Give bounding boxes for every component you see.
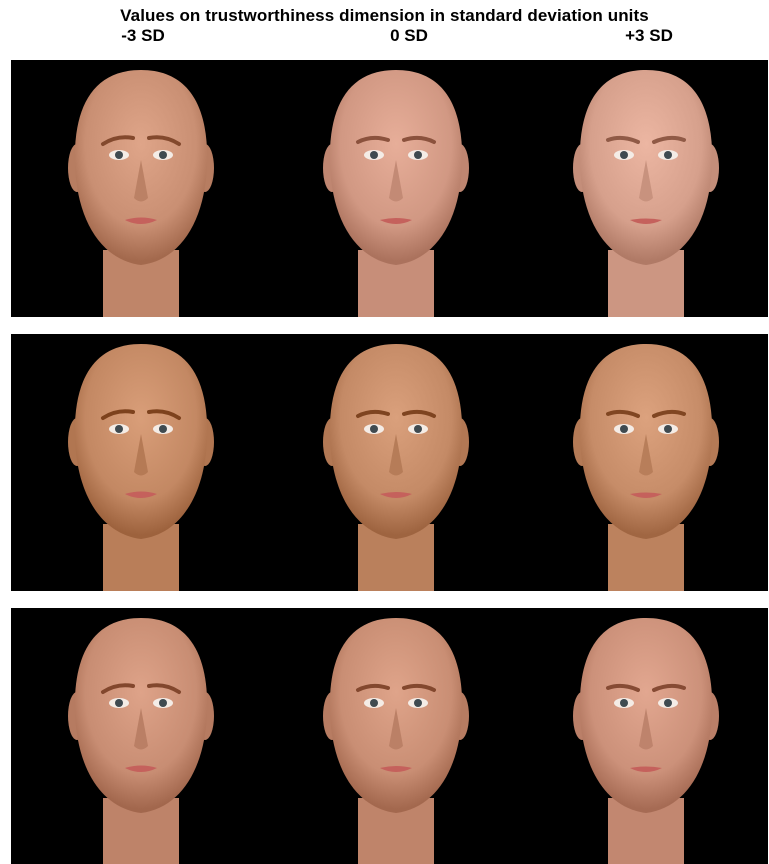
face-row-3	[11, 608, 768, 864]
face-row-2	[11, 334, 768, 591]
face-image	[573, 618, 719, 864]
face-image	[573, 344, 719, 591]
figure-title: Values on trustworthiness dimension in s…	[120, 6, 649, 25]
face-image	[573, 70, 719, 317]
face-image	[323, 70, 469, 317]
face-image	[323, 618, 469, 864]
face-image	[68, 70, 214, 317]
face-row-1	[11, 60, 768, 317]
face-image	[68, 618, 214, 864]
column-label-minus-3sd: -3 SD	[121, 26, 165, 45]
column-label-0sd: 0 SD	[390, 26, 428, 45]
face-image	[323, 344, 469, 591]
face-image	[68, 344, 214, 591]
column-label-plus-3sd: +3 SD	[625, 26, 673, 45]
